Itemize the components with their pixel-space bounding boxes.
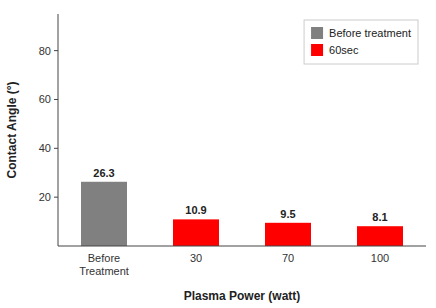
chart: 20 40 60 80 26.3 10.9 9.5 8.1 BeforeTreatment 30 7…: [0, 0, 436, 308]
data-label: 9.5: [280, 208, 295, 220]
legend-label: 60sec: [329, 44, 359, 56]
legend-swatch: [311, 44, 323, 56]
bars: [81, 182, 403, 246]
legend-label: Before treatment: [329, 27, 411, 39]
x-axis-title: Plasma Power (watt): [184, 289, 301, 303]
y-tick: [54, 50, 58, 51]
x-axis-line: [58, 246, 426, 247]
x-tick-label: 70: [282, 252, 294, 264]
data-label: 8.1: [372, 211, 387, 223]
y-tick: [54, 148, 58, 149]
chart-container: 20 40 60 80 26.3 10.9 9.5 8.1 BeforeTreatment 30 7…: [0, 0, 436, 308]
data-labels: 26.3 10.9 9.5 8.1: [93, 167, 387, 223]
y-axis-line: [58, 14, 59, 246]
y-tick-label: 60: [39, 93, 51, 105]
bar: [357, 226, 403, 246]
bar: [81, 182, 127, 246]
y-tick-label: 80: [39, 45, 51, 57]
data-label: 26.3: [93, 167, 114, 179]
y-tick: [54, 197, 58, 198]
legend-swatch: [311, 27, 323, 39]
data-label: 10.9: [185, 204, 206, 216]
x-tick-label: 30: [190, 252, 202, 264]
y-tick-label: 20: [39, 191, 51, 203]
bar: [265, 223, 311, 246]
legend: Before treatment 60sec: [304, 20, 418, 64]
x-tick-label: 100: [371, 252, 389, 264]
bar: [173, 219, 219, 246]
y-axis: 20 40 60 80: [39, 14, 58, 246]
y-tick-label: 40: [39, 142, 51, 154]
x-axis: BeforeTreatment 30 70 100: [58, 246, 426, 277]
y-axis-title: Contact Angle (°): [5, 81, 19, 178]
y-tick: [54, 99, 58, 100]
x-tick-label: BeforeTreatment: [79, 252, 129, 277]
legend-box: [304, 20, 418, 64]
